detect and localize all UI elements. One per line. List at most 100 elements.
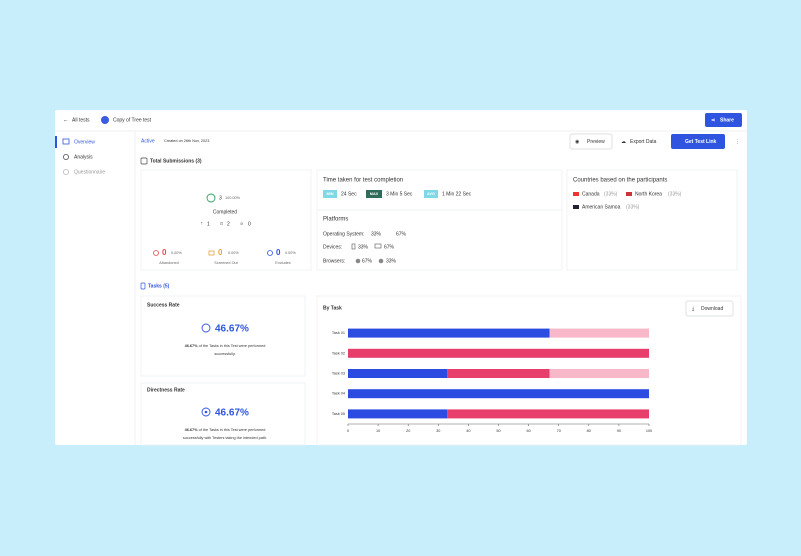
nav-icon [63, 153, 70, 160]
stat-value: 0 [276, 248, 281, 257]
y-tick-label: Task 02 [332, 351, 345, 355]
bar-segment [549, 369, 649, 378]
share-icon: ⋖ [711, 117, 715, 123]
check-icon [206, 193, 216, 203]
preview-label[interactable]: Preview [587, 139, 605, 145]
rate-text-value: 46.67% [185, 428, 199, 432]
share-button[interactable] [705, 113, 742, 127]
get-link-button[interactable] [671, 134, 725, 149]
back-arrow[interactable]: ← [63, 117, 69, 123]
tasks-icon [140, 282, 146, 290]
flag [626, 192, 632, 196]
country-share: (33%) [626, 204, 640, 210]
badge [366, 190, 382, 198]
rate-value: 46.67% [215, 408, 249, 419]
country-name: Canada [582, 191, 600, 197]
nav-item[interactable]: Overview [74, 139, 95, 145]
platform-value: 67% [362, 258, 373, 264]
bar-segment [348, 369, 448, 378]
count-icon: ⊡ [220, 222, 223, 226]
count: 0 [248, 221, 251, 227]
stat-icon [153, 250, 159, 256]
badge-value: 1 Min 22 Sec [442, 191, 472, 197]
platform-label: Browsers: [323, 258, 345, 264]
country-share: (33%) [668, 191, 682, 197]
stat: 0 0.00% Screened Out [208, 248, 239, 265]
rate-text: 46.67% of the Tasks in this Test were pe… [185, 344, 266, 348]
count: 2 [227, 221, 230, 227]
platform-value: 33% [386, 258, 397, 264]
countries-title: Countries based on the participants [573, 178, 667, 184]
nav-item[interactable]: Analysis [74, 154, 93, 160]
platforms-title: Platforms [323, 217, 348, 223]
x-tick-label: 10 [376, 429, 380, 433]
platform-label: Devices: [323, 244, 342, 250]
download-label[interactable]: Download [701, 306, 723, 312]
x-tick-label: 90 [617, 429, 621, 433]
rate-text-value: 46.67% [185, 344, 199, 348]
bar-segment [348, 348, 649, 358]
browser-icon [355, 258, 361, 264]
share-label[interactable]: Share [720, 117, 734, 123]
stat-label: Excludes [275, 261, 291, 265]
tasks-title: Tasks (5) [148, 283, 170, 289]
test-icon [101, 116, 109, 124]
y-tick-label: Task 04 [332, 392, 345, 396]
bar-segment [549, 328, 649, 338]
x-tick-label: 80 [587, 429, 591, 433]
y-tick-label: Task 01 [332, 331, 345, 335]
badge-label: MIN [327, 192, 334, 196]
check-icon [201, 323, 211, 333]
completed-count: 3 [219, 195, 222, 201]
badge-label: AVG [427, 192, 435, 196]
more-menu[interactable]: ⋮ [735, 139, 740, 145]
browser-icon [378, 258, 384, 264]
status: Active [141, 138, 155, 144]
stat-label: Abandoned [159, 261, 178, 265]
directness-card [140, 382, 306, 446]
back-link[interactable]: All tests [72, 117, 90, 123]
country-share: (33%) [604, 191, 618, 197]
country-name: American Samoa [582, 204, 621, 210]
x-tick-label: 30 [436, 429, 440, 433]
active-indicator [55, 136, 57, 148]
export-label[interactable]: Export Data [630, 139, 657, 145]
x-tick-label: 40 [466, 429, 470, 433]
count: 1 [207, 221, 210, 227]
time-title: Time taken for test completion [323, 178, 403, 184]
badge-label: MAX [370, 192, 379, 196]
flag [573, 205, 579, 209]
nav-icon [62, 138, 70, 145]
badge [424, 190, 438, 198]
stat-value: 0 [162, 248, 167, 257]
card-title: Success Rate [147, 302, 180, 308]
rate-text-line: successfully. [214, 352, 235, 356]
country-name: North Korea [635, 191, 662, 197]
submissions-title: Total Submissions (3) [150, 158, 202, 164]
stat-label: Screened Out [214, 261, 238, 265]
preview-button[interactable] [569, 133, 613, 150]
stat: 0 0.00% Abandoned [153, 248, 182, 265]
nav-item[interactable]: Questionnaire [74, 169, 105, 175]
platform-value: 67% [396, 231, 407, 237]
x-tick-label: 20 [406, 429, 410, 433]
x-tick-label: 60 [526, 429, 530, 433]
count-icon: ⊘ [240, 222, 243, 226]
bar-segment [348, 328, 550, 338]
platform-value: 33% [358, 244, 369, 250]
rate-value: 46.67% [215, 324, 249, 335]
bar-segment [348, 409, 448, 419]
platform-value: 33% [371, 231, 382, 237]
rate-text: 46.67% of the Tasks in this Test were pe… [185, 428, 266, 432]
cloud-icon: ☁ [621, 139, 626, 145]
plot: 0 10 20 30 40 50 60 70 80 90 100 Task 01 Task 02 Task… [332, 328, 652, 433]
target-icon [201, 407, 211, 417]
bar-segment [348, 389, 649, 399]
x-tick-label: 100 [646, 429, 652, 433]
badge-value: 3 Min 5 Sec [386, 191, 413, 197]
download-button[interactable] [685, 300, 734, 317]
stat-icon [267, 250, 273, 256]
rate-text-line: of the Tasks in this Test were performed [199, 428, 266, 432]
x-tick-label: 70 [557, 429, 561, 433]
get-link-label[interactable]: Get Test Link [685, 139, 717, 145]
